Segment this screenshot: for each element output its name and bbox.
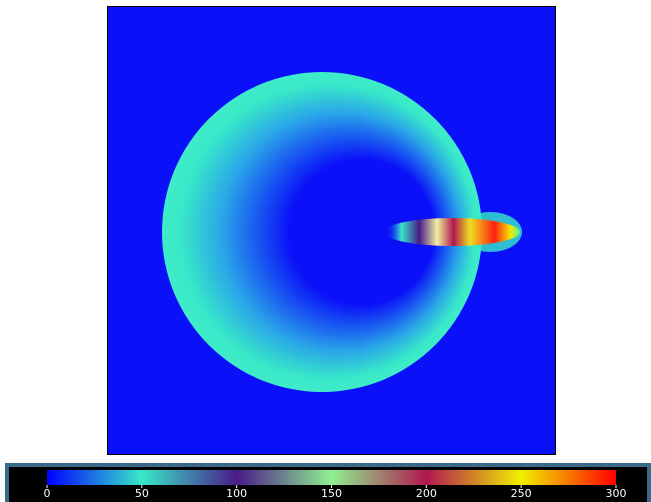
tick-label: 300 <box>606 487 627 500</box>
colorbar <box>47 470 616 485</box>
tick-label: 200 <box>416 487 437 500</box>
field-image <box>107 6 556 455</box>
tick-label: 100 <box>226 487 247 500</box>
tick-label: 250 <box>511 487 532 500</box>
ring <box>162 72 482 392</box>
jet <box>384 218 520 246</box>
tick-label: 150 <box>321 487 342 500</box>
tick-label: 0 <box>44 487 51 500</box>
tick-label: 50 <box>135 487 149 500</box>
colorbar-panel: 0 50 100 150 200 250 300 <box>5 463 651 502</box>
